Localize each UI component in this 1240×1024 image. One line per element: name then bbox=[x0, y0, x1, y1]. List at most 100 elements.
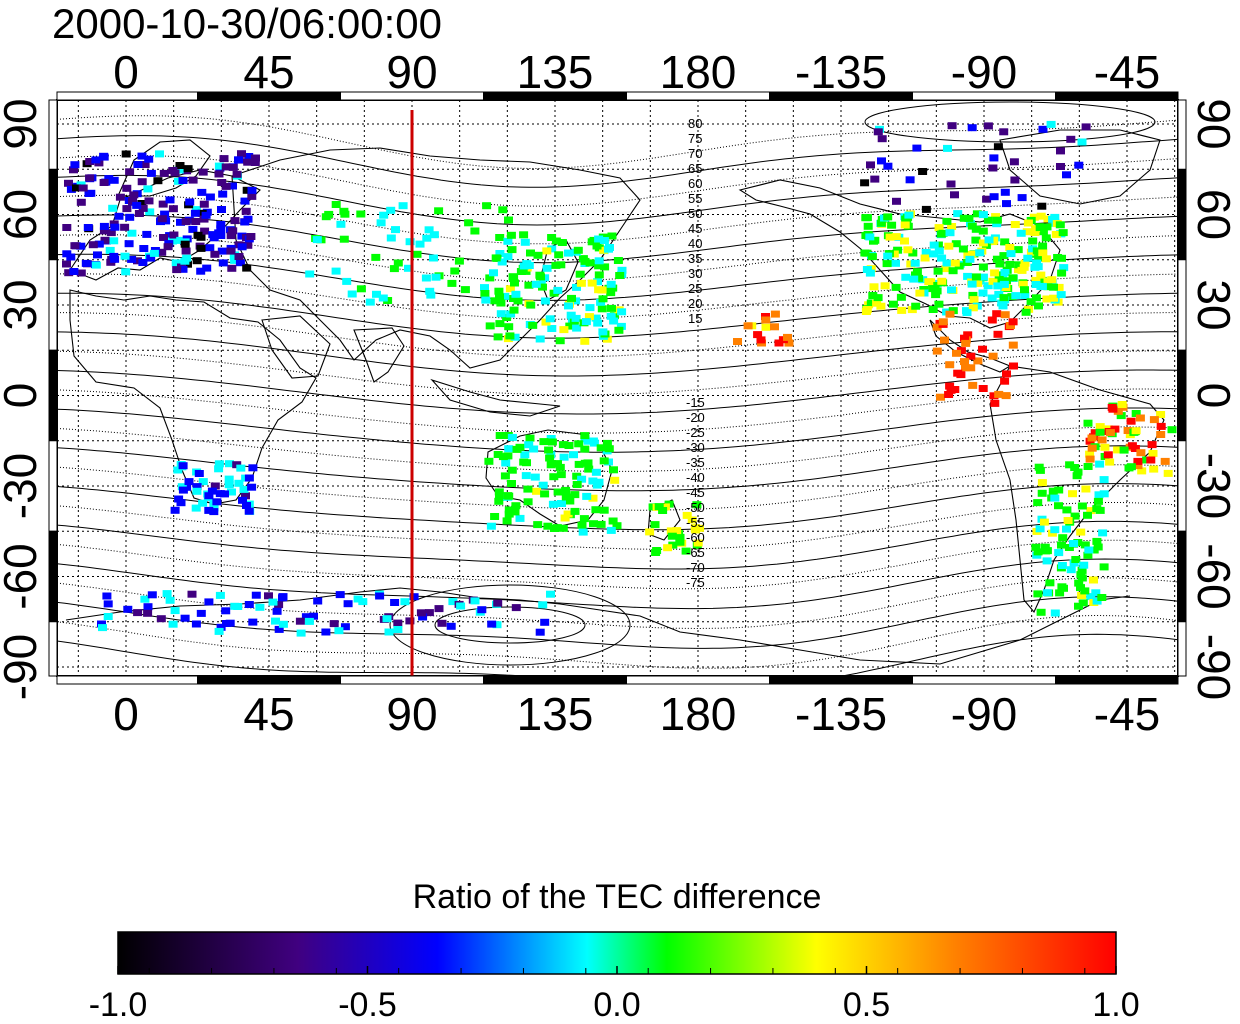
coastline-india bbox=[353, 327, 405, 383]
tec-cell bbox=[495, 234, 505, 241]
tec-cell bbox=[216, 225, 226, 233]
tec-cell bbox=[246, 233, 256, 240]
tec-cell bbox=[929, 241, 939, 249]
tec-cell bbox=[992, 255, 1002, 263]
tec-cell bbox=[234, 479, 244, 487]
tec-cell bbox=[580, 459, 590, 467]
axis-bar-segment bbox=[48, 349, 58, 442]
tec-cell bbox=[953, 210, 963, 218]
lon-tick-bottom: 90 bbox=[386, 688, 437, 740]
tec-cell bbox=[1048, 487, 1058, 495]
tec-cell bbox=[1028, 245, 1038, 253]
lon-tick-bottom: 45 bbox=[243, 688, 294, 740]
tec-cell bbox=[97, 620, 106, 628]
tec-cell bbox=[687, 516, 697, 524]
tec-cell bbox=[495, 493, 504, 501]
tec-cell bbox=[232, 170, 242, 178]
tec-cell bbox=[999, 252, 1009, 260]
tec-cell bbox=[144, 197, 154, 205]
tec-cell bbox=[504, 323, 514, 331]
tec-cell bbox=[1092, 537, 1102, 545]
tec-cell bbox=[921, 205, 931, 213]
tec-cell bbox=[598, 328, 608, 336]
tec-cell bbox=[142, 230, 152, 238]
tec-cell bbox=[230, 217, 240, 225]
tec-cell bbox=[540, 490, 550, 498]
tec-cell bbox=[145, 208, 155, 216]
tec-cell bbox=[937, 277, 947, 285]
tec-cell bbox=[948, 307, 958, 315]
tec-cell bbox=[1006, 322, 1015, 329]
tec-cell bbox=[998, 302, 1008, 310]
tec-cell bbox=[928, 306, 938, 313]
tec-cell bbox=[681, 547, 691, 555]
tec-cell bbox=[106, 229, 116, 237]
tec-cell bbox=[1036, 212, 1046, 220]
axis-bar-segment bbox=[48, 168, 58, 261]
tec-cell bbox=[1002, 277, 1011, 285]
tec-cell bbox=[616, 322, 626, 330]
tec-cell bbox=[523, 498, 533, 506]
tec-cell bbox=[416, 609, 426, 617]
tec-cell bbox=[1047, 276, 1057, 284]
tec-cell bbox=[143, 609, 153, 617]
tec-cell bbox=[564, 302, 573, 310]
coastline-south-america bbox=[989, 365, 1165, 614]
tec-cell bbox=[498, 206, 508, 214]
coastline-africa bbox=[69, 289, 317, 505]
tec-cell bbox=[1031, 276, 1041, 284]
tec-cell bbox=[868, 292, 878, 299]
tec-cell bbox=[692, 501, 702, 509]
coastline-europe bbox=[69, 169, 261, 281]
tec-cell bbox=[250, 159, 260, 166]
tec-cell bbox=[551, 237, 561, 245]
tec-cell bbox=[198, 168, 208, 176]
tec-cell bbox=[556, 261, 566, 269]
tec-cell bbox=[1057, 583, 1067, 591]
tec-cell bbox=[207, 487, 217, 495]
coastline-arabia bbox=[261, 315, 331, 379]
lat-tick-right: 60 bbox=[1188, 189, 1240, 240]
tec-cell bbox=[509, 306, 519, 314]
tec-cell bbox=[64, 179, 73, 187]
tec-cell bbox=[1037, 283, 1047, 290]
tec-cell bbox=[1037, 202, 1047, 210]
tec-cell bbox=[464, 219, 474, 227]
tec-cell bbox=[181, 218, 191, 226]
tec-cell bbox=[994, 271, 1004, 279]
tec-cell bbox=[551, 261, 561, 269]
tec-cell bbox=[593, 278, 603, 286]
tec-cell bbox=[1032, 259, 1042, 267]
tec-cell bbox=[905, 176, 915, 184]
tec-cell bbox=[190, 209, 200, 217]
tec-cell bbox=[937, 254, 947, 262]
tec-cell bbox=[1095, 428, 1105, 436]
tec-cell bbox=[1017, 266, 1027, 274]
tec-cell bbox=[953, 369, 963, 377]
tec-cell bbox=[247, 186, 257, 194]
tec-cell bbox=[81, 259, 91, 267]
tec-cell bbox=[600, 263, 610, 271]
tec-cell bbox=[1156, 431, 1166, 438]
tec-cell bbox=[989, 236, 999, 244]
tec-cell bbox=[226, 232, 236, 240]
axis-bars bbox=[48, 91, 1187, 685]
coastline-central-america bbox=[929, 319, 1012, 373]
tec-cell bbox=[911, 302, 921, 310]
tec-cell bbox=[1042, 557, 1052, 565]
tec-cell bbox=[597, 305, 607, 313]
tec-cell bbox=[585, 259, 595, 267]
tec-cell bbox=[903, 246, 913, 254]
tec-cell bbox=[990, 399, 1000, 407]
tec-cell bbox=[602, 439, 612, 447]
tec-ratio-patches bbox=[62, 120, 1177, 637]
tec-cell bbox=[994, 390, 1004, 398]
tec-cell bbox=[690, 524, 700, 532]
tec-cell bbox=[331, 201, 341, 208]
lon-tick-bottom: -90 bbox=[951, 688, 1017, 740]
tec-cell bbox=[168, 205, 178, 213]
tec-cell bbox=[147, 591, 157, 599]
tec-cell bbox=[891, 259, 900, 267]
tec-cell bbox=[1133, 462, 1143, 470]
tec-cell bbox=[446, 622, 456, 630]
